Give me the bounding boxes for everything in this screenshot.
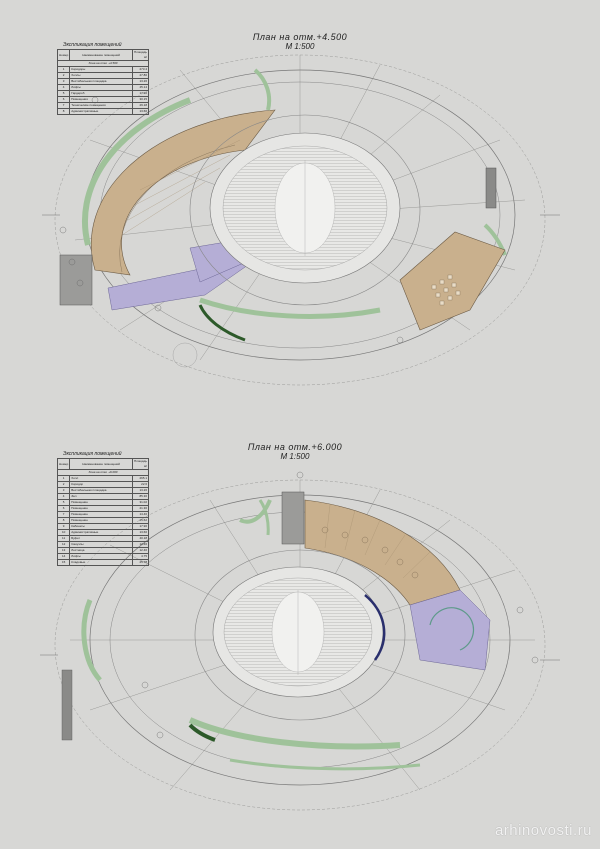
legend-row-area: 13.60 — [131, 108, 150, 115]
legend-col-area: Площадь м² — [131, 458, 150, 470]
site-watermark: arhinovosti.ru — [494, 822, 592, 839]
plan1-legend: Экспликация помещений Номер Наименование… — [56, 42, 150, 115]
plan2-title-block: План на отм.+6.000 М 1:500 — [225, 442, 365, 461]
plan2-legend-rows: 1 Холл 265.1 2 Коридор 22.6 3 Вестибюльная площ… — [56, 475, 150, 566]
plan-upper-level — [42, 54, 560, 386]
plan1-title-block: План на отм.+4.500 М 1:500 — [235, 32, 365, 51]
legend-row-number: 8 — [56, 108, 71, 115]
legend-row-number: 15 — [56, 559, 71, 566]
plan2-scale: М 1:500 — [280, 452, 310, 461]
legend-row-name: Административные — [69, 108, 133, 115]
legend-col-num: Номер — [56, 458, 71, 470]
legend-row: 8 Административные 13.60 — [56, 108, 150, 115]
legend-row-name: Кладовые — [69, 559, 133, 566]
plan1-scale: М 1:500 — [285, 42, 315, 51]
plan1-legend-heading: Экспликация помещений — [63, 42, 122, 48]
legend-row: 15 Кладовые 25.78 — [56, 559, 150, 566]
legend-col-name: Наименование помещений — [69, 49, 133, 61]
plan1-legend-rows: 1 Коридоры 273.4 2 Холлы 27.80 3 Вестибюльная п… — [56, 66, 150, 115]
plan2-legend-table: Номер Наименование помещений Площадь м² … — [56, 458, 150, 566]
plan2-legend-heading: Экспликация помещений — [63, 451, 122, 457]
legend-col-num: Номер — [56, 49, 71, 61]
legend-col-name: Наименование помещений — [69, 458, 133, 470]
plan2-title: План на отм.+6.000 — [247, 442, 343, 452]
plan1-title: План на отм.+4.500 — [252, 32, 348, 42]
legend-row-area: 25.78 — [131, 559, 150, 566]
plan-lower-level — [40, 471, 560, 811]
plan1-legend-table: Номер Наименование помещений Площадь м² … — [56, 49, 150, 115]
plan2-legend: Экспликация помещений Номер Наименование… — [56, 451, 150, 566]
legend-col-area: Площадь м² — [131, 49, 150, 61]
